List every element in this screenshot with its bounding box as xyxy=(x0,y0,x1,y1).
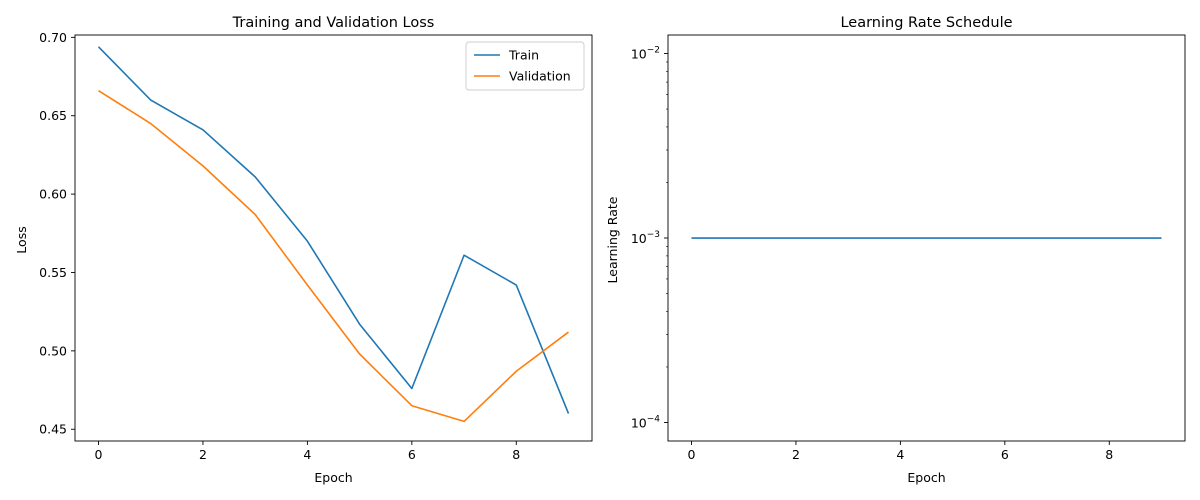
x-axis-label: Epoch xyxy=(314,470,352,485)
y-axis-label: Learning Rate xyxy=(605,196,620,283)
x-tick-label: 0 xyxy=(95,447,103,462)
loss-chart: Training and Validation Loss Epoch Loss … xyxy=(14,15,593,485)
x-axis-label: Epoch xyxy=(907,470,945,485)
y-tick-label: 0.70 xyxy=(39,30,67,45)
y-tick-label: 0.45 xyxy=(39,422,67,437)
y-axis-label: Loss xyxy=(14,226,29,253)
legend-label-validation: Validation xyxy=(509,69,571,84)
chart-title: Learning Rate Schedule xyxy=(840,15,1012,31)
x-tick-label: 2 xyxy=(199,447,207,462)
y-tick-label: 10−2 xyxy=(631,46,660,62)
y-tick-label: 0.50 xyxy=(39,343,67,358)
x-tick-label: 2 xyxy=(792,447,800,462)
plot-frame xyxy=(74,34,593,442)
plot-frame xyxy=(667,34,1186,442)
x-tick-label: 8 xyxy=(1105,447,1113,462)
chart-title: Training and Validation Loss xyxy=(232,15,435,31)
series-line-train xyxy=(97,46,570,414)
y-tick-label: 0.65 xyxy=(39,108,67,123)
y-tick-label: 0.60 xyxy=(39,187,67,202)
x-tick-label: 4 xyxy=(303,447,311,462)
legend-box xyxy=(465,41,585,91)
x-tick-label: 6 xyxy=(408,447,416,462)
y-tick-label: 10−4 xyxy=(631,415,660,431)
legend: Train Validation xyxy=(465,41,585,91)
x-tick-label: 4 xyxy=(896,447,904,462)
x-tick-label: 6 xyxy=(1001,447,1009,462)
y-tick-label: 10−3 xyxy=(631,230,660,246)
x-tick-label: 8 xyxy=(512,447,520,462)
legend-label-train: Train xyxy=(508,48,539,63)
x-tick-label: 0 xyxy=(688,447,696,462)
series-line-validation xyxy=(98,89,569,423)
learning-rate-chart: Learning Rate Schedule Epoch Learning Ra… xyxy=(605,15,1186,485)
y-tick-label: 0.55 xyxy=(39,265,67,280)
